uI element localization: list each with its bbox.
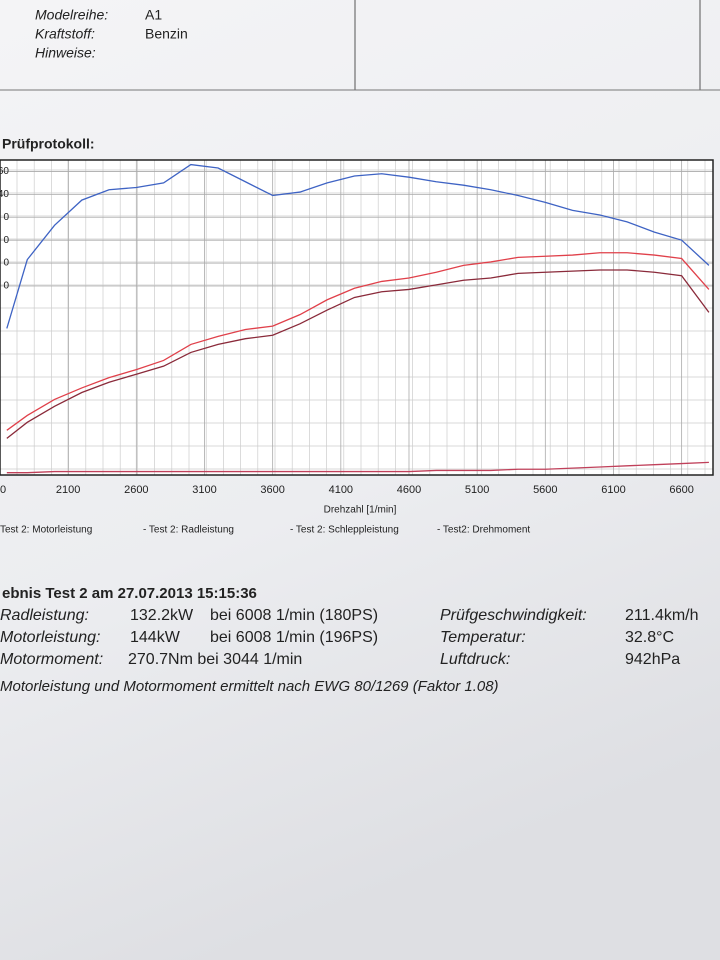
field-label: Modelreihe: [35,7,108,23]
section-title: Prüfprotokoll: [2,136,95,152]
series-line [6,269,710,439]
results-title: ebnis Test 2 am 27.07.2013 15:15:36 [2,585,257,602]
x-tick-label: 6100 [601,484,625,496]
y-tick-label: 60 [0,166,9,177]
result-value: 144kW [130,629,181,646]
y-tick-label: 0 [3,212,9,223]
x-tick-label: 4100 [329,484,353,496]
result-label: Temperatur: [440,629,526,646]
series-line [6,461,709,474]
x-axis-label: Drehzahl [1/min] [324,505,397,516]
legend-entry: - Test2: Drehmoment [437,525,530,536]
result-value: bei 6008 1/min (196PS) [210,629,378,646]
y-tick-label: 0 [3,281,9,292]
series-line [6,252,710,431]
result-value: 942hPa [625,651,680,668]
x-tick-label: 2100 [56,484,80,496]
field-label: Kraftstoff: [35,26,95,42]
field-label: Hinweise: [35,45,96,61]
y-tick-label: 40 [0,189,9,200]
series-line [6,163,710,329]
legend-entry: - Test 2: Radleistung [143,525,234,536]
result-value: 32.8°C [625,629,674,646]
result-value: 270.7Nm bei 3044 1/min [128,651,302,668]
result-label: Motormoment: [0,651,103,668]
x-tick-label: 5100 [465,484,489,496]
field-value: Benzin [145,26,188,42]
y-tick-label: 0 [3,258,9,269]
x-tick-label: 5600 [533,484,557,496]
x-tick-label: 0 [0,484,6,496]
legend-entry: - Test 2: Schleppleistung [290,525,399,536]
x-tick-label: 4600 [397,484,421,496]
x-tick-label: 2600 [124,484,148,496]
plot-area [0,160,713,475]
result-label: Prüfgeschwindigkeit: [440,607,587,624]
result-value: 132.2kW [130,607,194,624]
y-tick-label: 0 [3,235,9,246]
x-tick-label: 3600 [260,484,284,496]
legend-entry: Test 2: Motorleistung [0,525,92,536]
x-tick-label: 3100 [192,484,216,496]
result-label: Luftdruck: [440,651,510,668]
result-value: 211.4km/h [625,607,699,624]
plot-frame [0,159,714,476]
result-label: Radleistung: [0,607,89,624]
results-note: Motorleistung und Motormoment ermittelt … [0,678,499,695]
field-value: A1 [145,7,162,23]
result-value: bei 6008 1/min (180PS) [210,607,378,624]
result-label: Motorleistung: [0,629,101,646]
x-tick-label: 6600 [669,484,693,496]
